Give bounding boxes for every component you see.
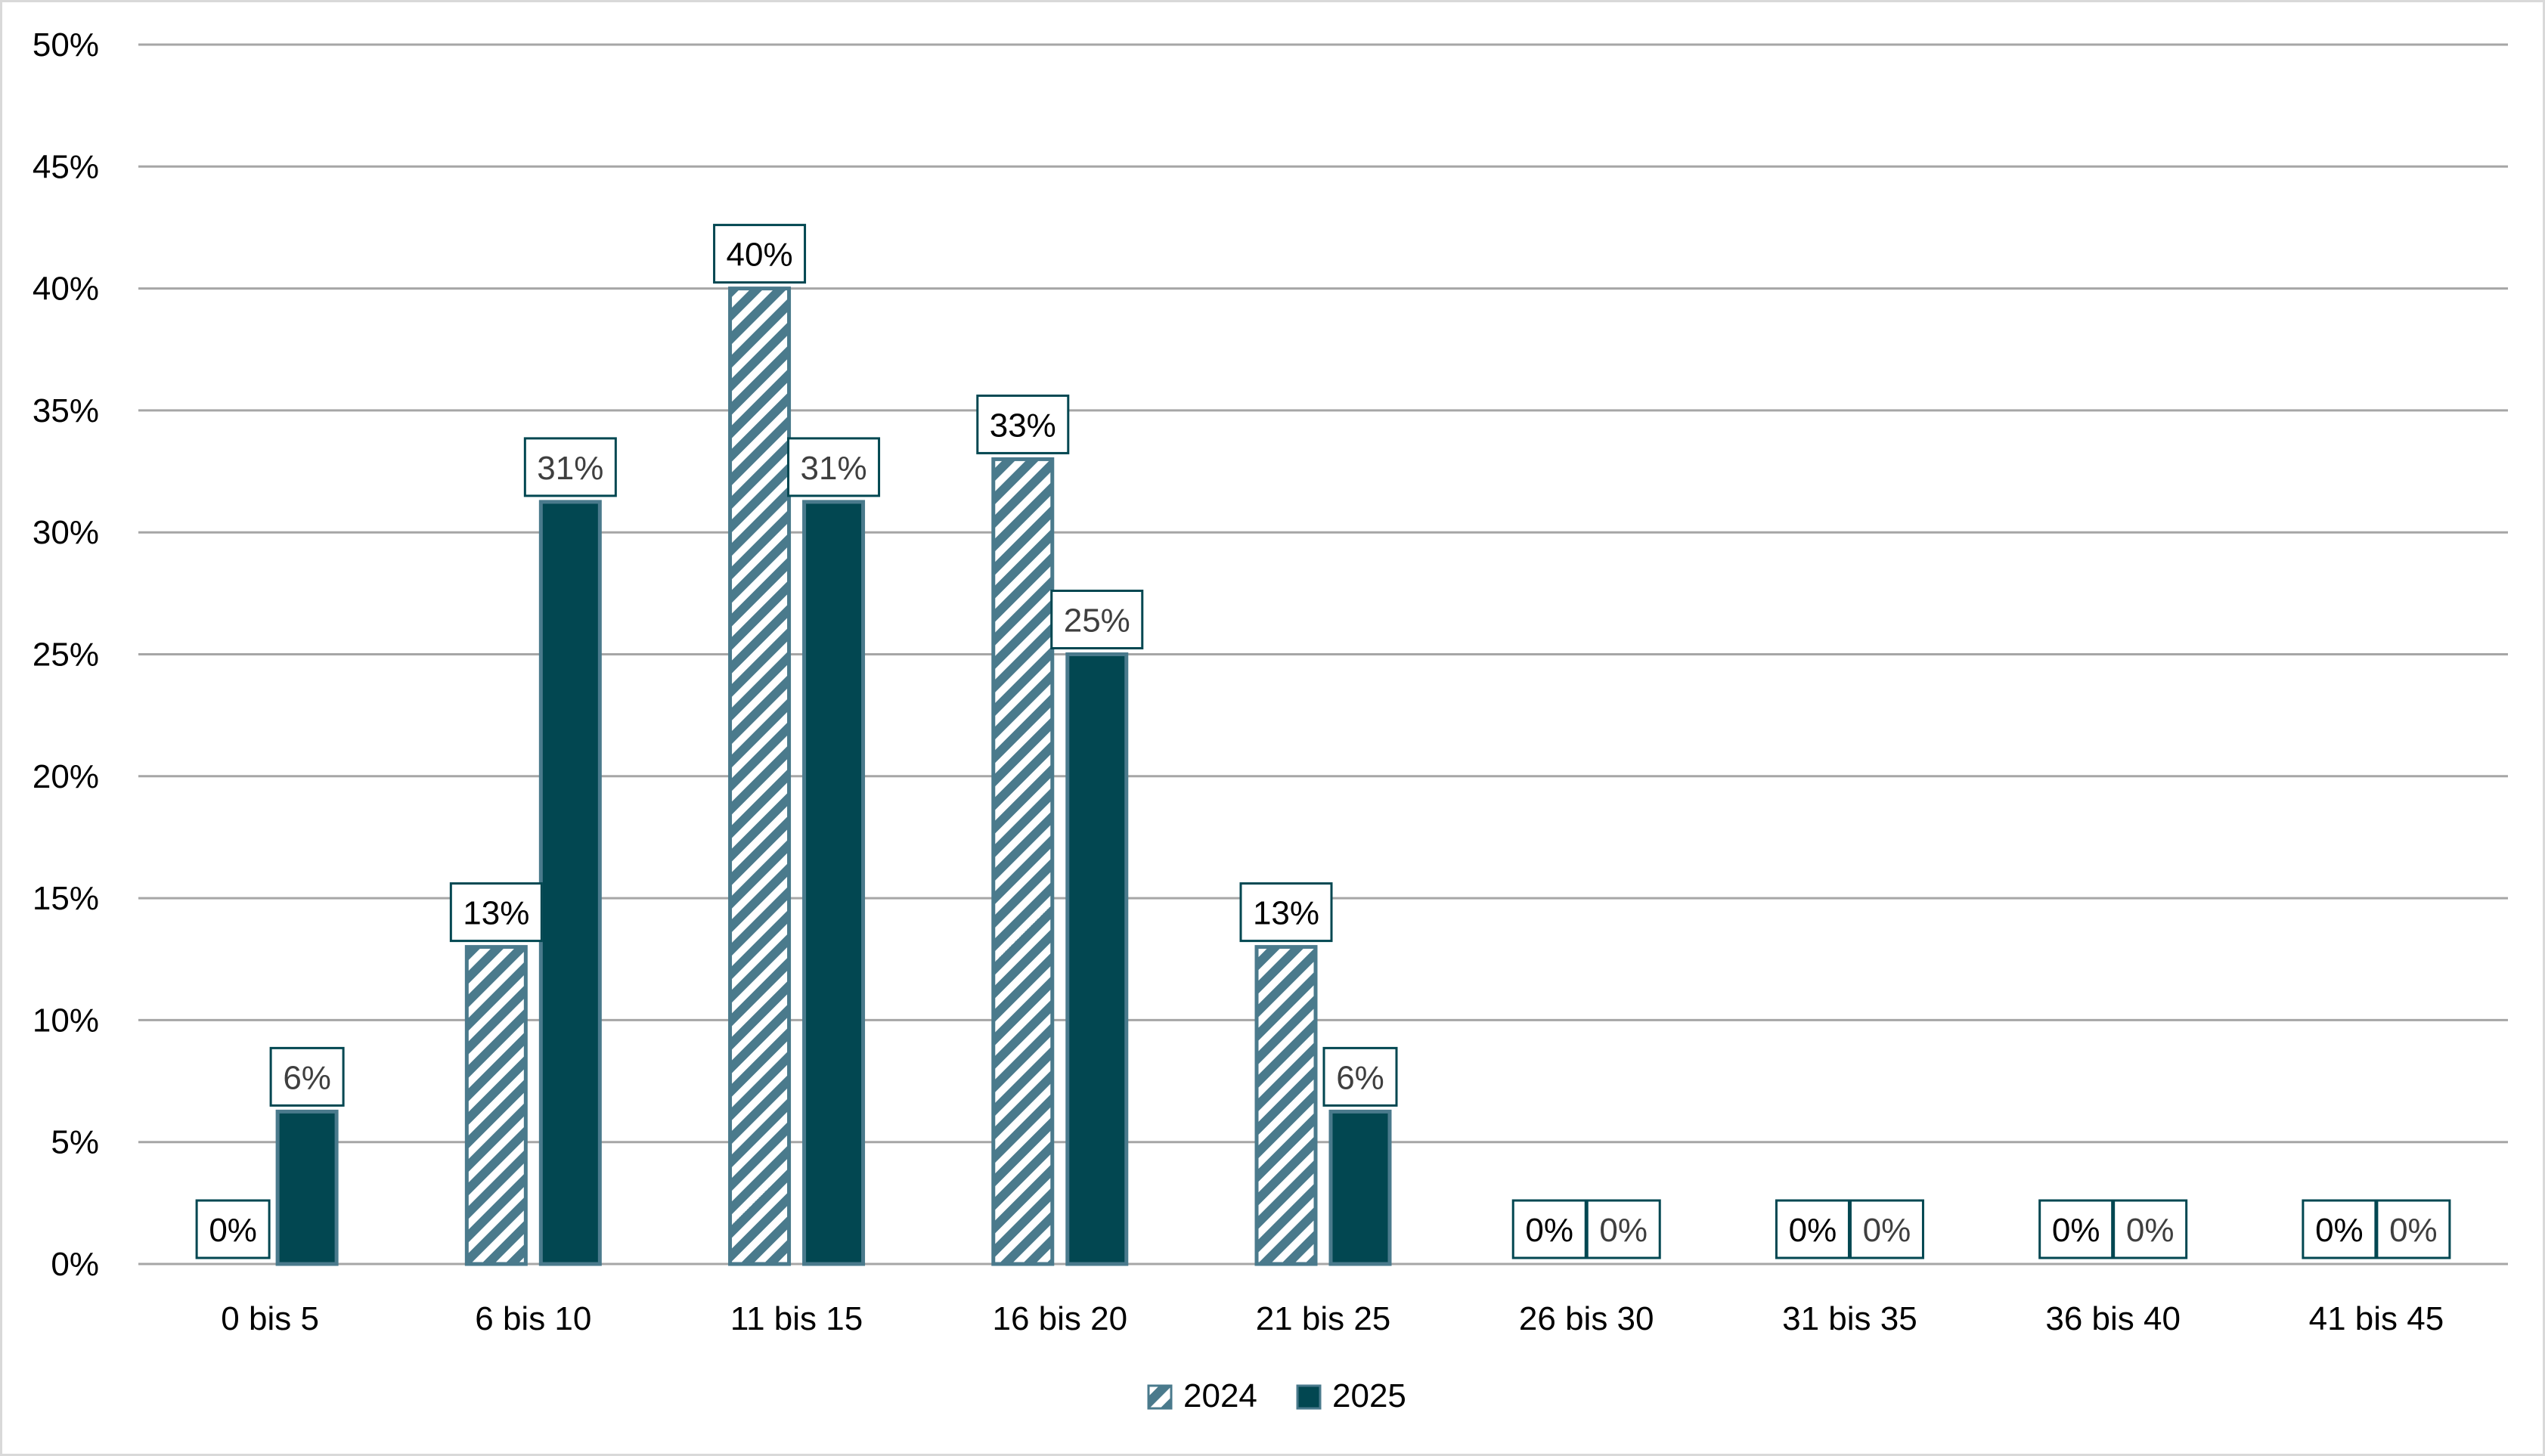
legend-swatch bbox=[1296, 1384, 1322, 1410]
x-category-label: 36 bis 40 bbox=[2045, 1300, 2181, 1337]
data-label-2024-0: 0% bbox=[195, 1199, 271, 1259]
data-label-2024-4: 13% bbox=[1239, 882, 1333, 943]
x-category-label: 26 bis 30 bbox=[1519, 1300, 1654, 1337]
data-label-2024-5: 0% bbox=[1511, 1199, 1587, 1259]
data-label-text: 33% bbox=[990, 407, 1056, 444]
data-label-box bbox=[976, 394, 1070, 454]
data-label-text: 31% bbox=[537, 450, 603, 487]
bar-2024-4 bbox=[1254, 945, 1318, 1266]
legend-item-2025: 2025 bbox=[1296, 1377, 1406, 1414]
y-tick-label: 10% bbox=[33, 1002, 99, 1039]
data-label-box bbox=[1322, 1046, 1398, 1107]
bar-2025-2 bbox=[802, 500, 866, 1266]
data-label-2025-3: 25% bbox=[1050, 590, 1144, 649]
data-label-text: 0% bbox=[2052, 1212, 2100, 1249]
x-category-label: 6 bis 10 bbox=[475, 1300, 591, 1337]
bar-2024-2 bbox=[728, 287, 792, 1266]
data-label-box bbox=[1849, 1199, 1924, 1259]
data-label-box bbox=[1511, 1199, 1587, 1259]
legend-swatch bbox=[1147, 1384, 1173, 1410]
y-tick-label: 30% bbox=[33, 514, 99, 551]
data-label-box bbox=[2302, 1199, 2377, 1259]
x-category-label: 16 bis 20 bbox=[992, 1300, 1127, 1337]
data-label-text: 6% bbox=[1336, 1059, 1384, 1096]
data-label-2025-6: 0% bbox=[1849, 1199, 1924, 1259]
y-tick-label: 15% bbox=[33, 880, 99, 917]
data-label-2024-6: 0% bbox=[1775, 1199, 1850, 1259]
y-tick-label: 45% bbox=[33, 148, 99, 185]
data-label-text: 0% bbox=[1525, 1212, 1573, 1249]
data-label-2024-8: 0% bbox=[2302, 1199, 2377, 1259]
bar-2025-0 bbox=[275, 1109, 339, 1266]
legend-item-2024: 2024 bbox=[1147, 1377, 1257, 1414]
bar-2024-3 bbox=[991, 457, 1055, 1266]
data-label-2025-2: 31% bbox=[787, 437, 881, 497]
data-label-text: 25% bbox=[1064, 603, 1130, 640]
y-tick-label: 0% bbox=[51, 1246, 99, 1283]
data-label-box bbox=[2376, 1199, 2451, 1259]
data-label-text: 13% bbox=[1253, 895, 1319, 932]
y-tick-label: 5% bbox=[51, 1124, 99, 1161]
data-label-text: 0% bbox=[1599, 1212, 1648, 1249]
data-label-text: 13% bbox=[463, 895, 529, 932]
y-axis-tick-labels: 0% 5% 10% 15% 20% 25% 30% 35% 40% 45% 50% bbox=[33, 26, 99, 1283]
legend-label: 2024 bbox=[1183, 1377, 1257, 1414]
data-label-2025-1: 31% bbox=[523, 437, 617, 497]
legend-label: 2025 bbox=[1332, 1377, 1406, 1414]
bar-2025-1 bbox=[538, 500, 602, 1266]
data-label-2025-8: 0% bbox=[2376, 1199, 2451, 1259]
x-category-label: 31 bis 35 bbox=[1782, 1300, 1917, 1337]
data-label-box bbox=[1050, 590, 1144, 649]
data-label-box bbox=[1775, 1199, 1850, 1259]
y-tick-label: 35% bbox=[33, 392, 99, 429]
x-category-label: 0 bis 5 bbox=[221, 1300, 319, 1337]
data-label-text: 0% bbox=[2315, 1212, 2364, 1249]
data-label-text: 31% bbox=[801, 450, 867, 487]
data-label-box bbox=[787, 437, 881, 497]
data-label-2025-7: 0% bbox=[2113, 1199, 2188, 1259]
data-label-box bbox=[523, 437, 617, 497]
x-category-label: 11 bis 15 bbox=[730, 1300, 863, 1337]
data-label-2025-0: 6% bbox=[269, 1046, 345, 1107]
data-label-box bbox=[2038, 1199, 2114, 1259]
gridlines bbox=[138, 43, 2508, 1265]
y-tick-label: 50% bbox=[33, 26, 99, 64]
y-tick-label: 20% bbox=[33, 758, 99, 795]
data-labels: 0% 6% 13% 31% 40% 31% 33% 25% 13% 6% 0% 0% 0% 0% 0% 0% 0… bbox=[195, 224, 2451, 1259]
data-label-box bbox=[449, 882, 543, 943]
data-label-box bbox=[2113, 1199, 2188, 1259]
x-category-label: 41 bis 45 bbox=[2309, 1300, 2444, 1337]
y-tick-label: 25% bbox=[33, 637, 99, 674]
data-label-text: 0% bbox=[209, 1212, 257, 1249]
bar-2025-3 bbox=[1065, 652, 1129, 1266]
data-label-2024-7: 0% bbox=[2038, 1199, 2114, 1259]
legend: 2024 2025 bbox=[1147, 1377, 1406, 1414]
data-label-text: 0% bbox=[2126, 1212, 2175, 1249]
data-label-box bbox=[713, 224, 807, 284]
data-label-box bbox=[1239, 882, 1333, 943]
x-category-label: 21 bis 25 bbox=[1256, 1300, 1391, 1337]
bar-2025-4 bbox=[1328, 1109, 1392, 1266]
data-label-text: 0% bbox=[2389, 1212, 2438, 1249]
data-label-text: 6% bbox=[283, 1059, 331, 1096]
data-label-box bbox=[1586, 1199, 1661, 1259]
data-label-2024-1: 13% bbox=[449, 882, 543, 943]
data-label-text: 0% bbox=[1863, 1212, 1911, 1249]
bar-2024-1 bbox=[464, 945, 528, 1266]
data-label-2024-3: 33% bbox=[976, 394, 1070, 454]
data-label-2025-5: 0% bbox=[1586, 1199, 1661, 1259]
y-tick-label: 40% bbox=[33, 271, 99, 308]
data-label-box bbox=[269, 1046, 345, 1107]
data-label-2025-4: 6% bbox=[1322, 1046, 1398, 1107]
data-label-2024-2: 40% bbox=[713, 224, 807, 284]
data-label-text: 0% bbox=[1789, 1212, 1837, 1249]
data-label-box bbox=[195, 1199, 271, 1259]
x-axis-category-labels: 0 bis 5 6 bis 10 11 bis 15 16 bis 20 21 bis … bbox=[221, 1300, 2444, 1337]
data-label-text: 40% bbox=[727, 237, 793, 274]
